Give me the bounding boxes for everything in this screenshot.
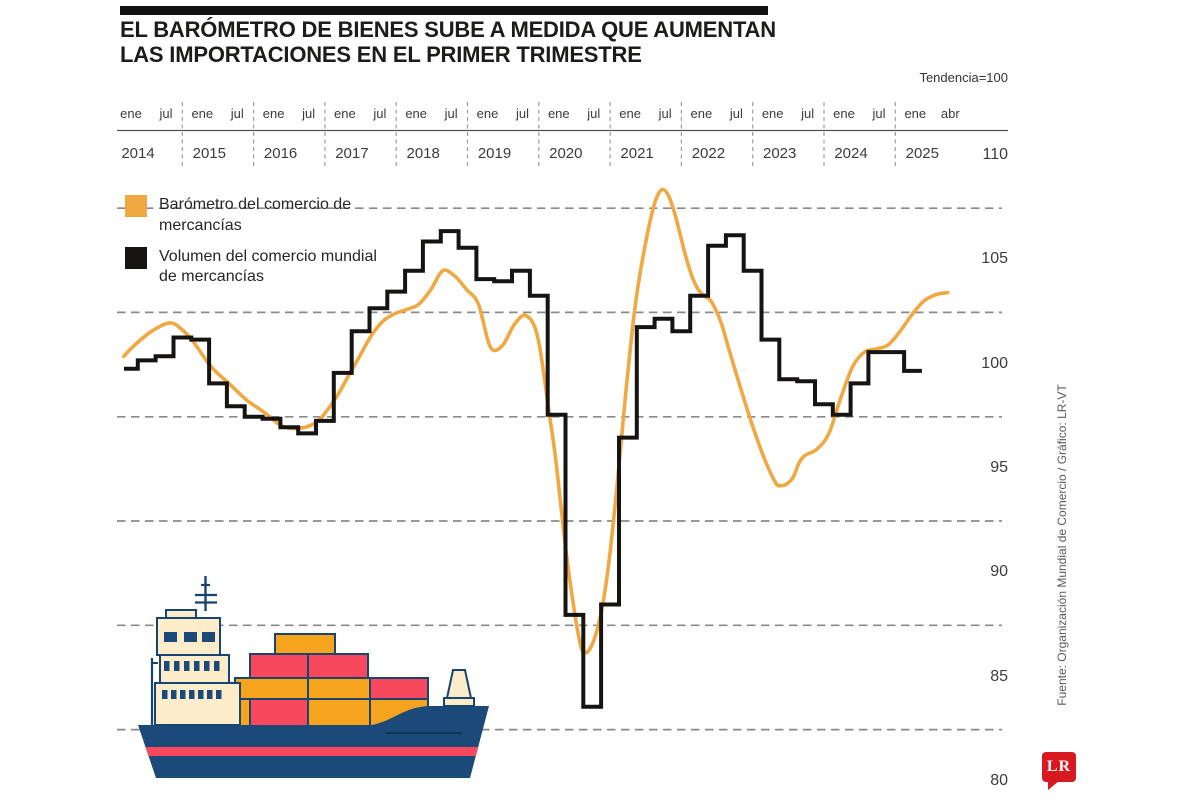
month-label: jul <box>159 106 173 121</box>
year-label: 2015 <box>192 145 226 162</box>
y-tick-label: 85 <box>990 668 1008 685</box>
year-label: 2022 <box>691 145 726 162</box>
year-label: 2017 <box>335 145 369 162</box>
month-label: ene <box>334 106 356 121</box>
month-label: ene <box>619 106 641 121</box>
year-label: 2025 <box>905 145 939 162</box>
month-label: jul <box>515 106 529 121</box>
month-label: jul <box>872 106 886 121</box>
legend-label-volumen: Volumen del comercio mundial de mercancí… <box>159 247 377 286</box>
y-tick-label: 110 <box>982 146 1008 163</box>
year-label: 2021 <box>620 145 654 162</box>
page-title-line1: EL BARÓMETRO DE BIENES SUBE A MEDIDA QUE… <box>120 17 776 42</box>
year-label: 2018 <box>406 145 440 162</box>
month-label: ene <box>547 106 570 121</box>
month-label: jul <box>373 106 387 121</box>
month-label: ene <box>120 106 142 121</box>
legend: Barómetro del comercio de mercancías Vol… <box>125 195 384 298</box>
month-label: ene <box>262 106 285 121</box>
y-tick-label: 80 <box>990 772 1008 789</box>
legend-swatch-volumen <box>125 246 147 269</box>
month-label: jul <box>658 106 672 121</box>
cargo-ship-illustration <box>138 576 489 778</box>
legend-item-barometro: Barómetro del comercio de mercancías <box>125 195 384 237</box>
series-volumen-line <box>124 229 922 709</box>
month-label: abr <box>940 106 960 121</box>
month-label: jul <box>302 106 316 121</box>
month-label: ene <box>476 106 499 121</box>
month-label: jul <box>230 106 244 121</box>
month-label: jul <box>587 106 601 121</box>
page-title-line2: LAS IMPORTACIONES EN EL PRIMER TRIMESTRE <box>120 42 642 68</box>
legend-swatch-barometro <box>125 195 147 217</box>
month-label: ene <box>904 106 927 121</box>
month-label: ene <box>405 106 428 121</box>
year-label: 2016 <box>263 145 298 162</box>
month-label: jul <box>729 106 743 121</box>
y-tick-label: 90 <box>990 563 1008 580</box>
year-label: 2023 <box>763 145 797 162</box>
lr-logo: LR <box>1042 752 1076 790</box>
y-tick-label: 100 <box>981 355 1008 372</box>
series-barometro-line <box>122 187 950 655</box>
y-tick-label: 105 <box>981 250 1008 267</box>
legend-item-volumen: Volumen del comercio mundial de mercancí… <box>125 246 384 289</box>
year-label: 2024 <box>834 145 868 162</box>
trend-note: Tendencia=100 <box>919 70 1008 85</box>
lr-logo-text: LR <box>1046 758 1072 775</box>
year-label: 2020 <box>549 145 583 162</box>
month-label: jul <box>801 106 815 121</box>
legend-label-barometro: Barómetro del comercio de mercancías <box>159 196 352 234</box>
year-label: 2019 <box>477 145 512 162</box>
month-label: ene <box>191 106 214 121</box>
title-divider-bar <box>120 6 768 15</box>
y-tick-label: 95 <box>990 459 1008 476</box>
page-title: EL BARÓMETRO DE BIENES SUBE A MEDIDA QUE… <box>120 17 840 67</box>
year-separators <box>181 102 896 166</box>
source-credit: Fuente: Organización Mundial de Comercio… <box>1055 384 1069 706</box>
month-label: ene <box>833 106 855 121</box>
month-label: ene <box>761 106 784 121</box>
month-label: ene <box>690 106 713 121</box>
month-label: jul <box>444 106 458 121</box>
year-label: 2014 <box>121 145 155 162</box>
